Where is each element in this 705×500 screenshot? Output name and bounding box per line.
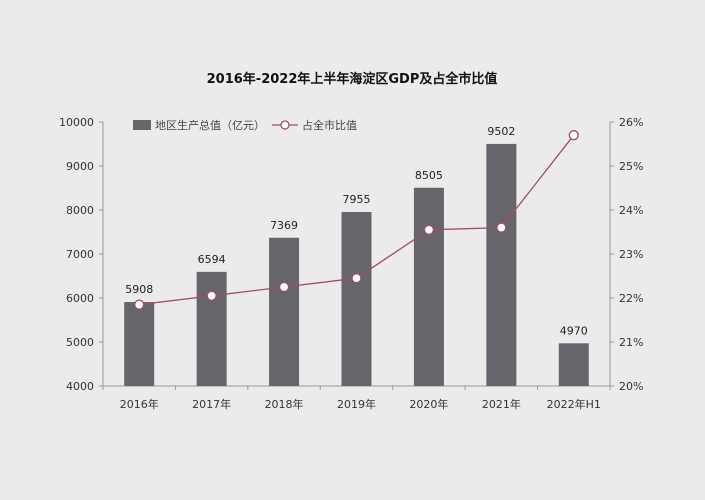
y-right-tick-label: 24%	[619, 204, 643, 217]
line-point	[423, 224, 435, 235]
legend-bar-label: 地区生产总值（亿元）	[155, 118, 265, 132]
line-point	[134, 299, 145, 310]
x-tick-label: 2018年	[265, 397, 304, 411]
bar-data-label: 8505	[415, 169, 443, 182]
y-left-tick-label: 6000	[66, 292, 94, 305]
bar	[196, 271, 227, 386]
bar-data-label: 6594	[198, 253, 226, 266]
y-right-tick-label: 26%	[619, 116, 643, 129]
bar	[558, 343, 589, 386]
y-right-tick-label: 23%	[619, 248, 643, 261]
y-left-tick-label: 7000	[66, 248, 94, 261]
x-tick-label: 2021年	[482, 397, 521, 411]
x-tick-label: 2016年	[120, 397, 159, 411]
line-point	[206, 290, 217, 301]
y-left-tick-label: 9000	[66, 160, 94, 173]
legend-line-label: 占全市比值	[302, 118, 357, 132]
y-right-tick-label: 22%	[619, 292, 643, 305]
x-tick-label: 2020年	[409, 397, 448, 411]
line-point	[278, 281, 290, 293]
bars	[124, 143, 589, 386]
y-left-tick-label: 4000	[66, 380, 94, 393]
bar	[269, 237, 300, 386]
line-point	[351, 273, 362, 284]
line-series	[134, 130, 579, 310]
y-right-tick-label: 20%	[619, 380, 643, 393]
x-axis-ticks: 2016年 2017年 2018年 2019年 2020年 2021年 2022年H1	[102, 386, 611, 411]
y-left-axis-ticks: 4000 5000 6000 7000 8000 9000 10000	[59, 116, 103, 393]
y-right-tick-label: 25%	[619, 160, 643, 173]
legend: 地区生产总值（亿元） 占全市比值	[133, 118, 357, 132]
y-right-axis-ticks: 20% 21% 22% 23% 24% 25% 26%	[610, 116, 643, 393]
line-point	[496, 222, 507, 233]
bar-data-label: 9502	[487, 125, 515, 138]
bar-data-label: 4970	[560, 324, 588, 337]
bar-labels: 5908 6594 7369 7955 8505 9502 4970	[125, 125, 588, 337]
bar-data-label: 5908	[125, 283, 153, 296]
y-left-tick-label: 10000	[59, 116, 94, 129]
legend-bar-swatch	[133, 120, 151, 130]
bar	[486, 143, 517, 386]
bar	[124, 302, 155, 386]
chart-title: 2016年-2022年上半年海淀区GDP及占全市比值	[207, 71, 498, 87]
x-tick-label: 2022年H1	[547, 397, 601, 411]
x-tick-label: 2017年	[192, 397, 231, 411]
bar-data-label: 7369	[270, 219, 298, 232]
legend-line-marker	[280, 120, 290, 130]
y-right-tick-label: 21%	[619, 336, 643, 349]
y-left-tick-label: 5000	[66, 336, 94, 349]
y-left-tick-label: 8000	[66, 204, 94, 217]
line-point	[568, 130, 579, 141]
bar	[341, 211, 372, 386]
bar-data-label: 7955	[343, 193, 371, 206]
x-tick-label: 2019年	[337, 397, 376, 411]
bar	[413, 187, 444, 386]
